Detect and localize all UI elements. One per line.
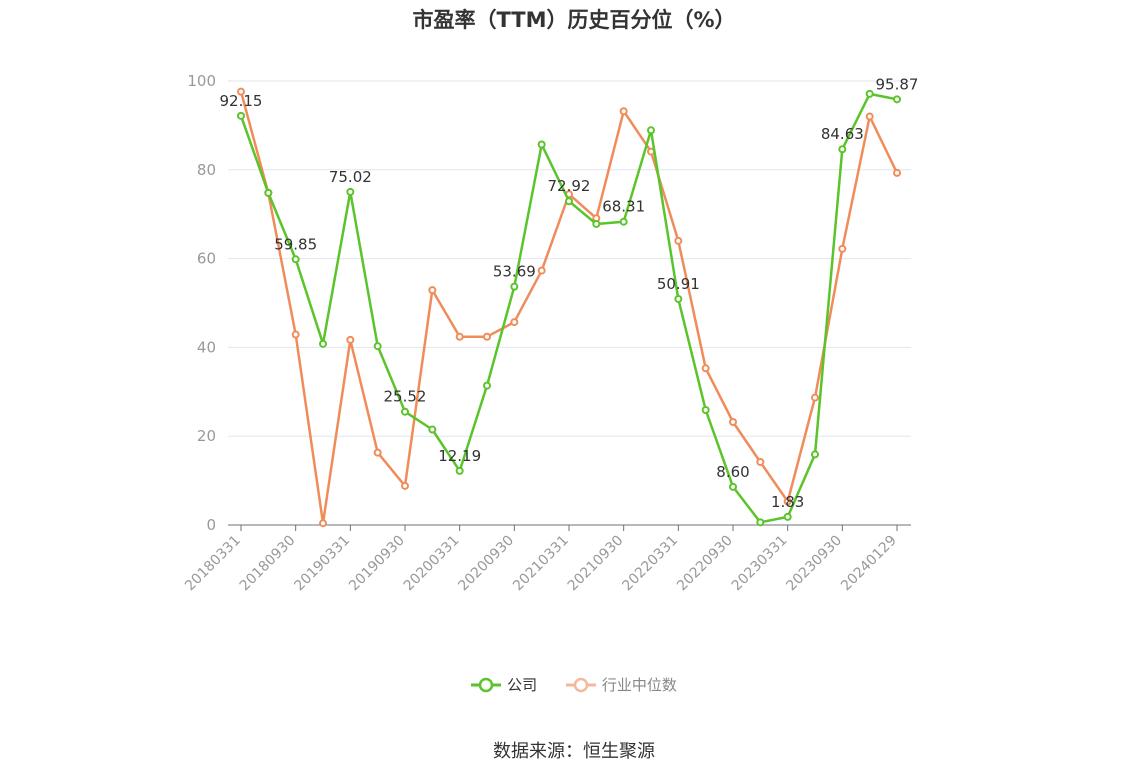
legend-label-company: 公司: [507, 676, 538, 694]
data-label: 50.91: [657, 275, 700, 293]
data-point-company[interactable]: [783, 512, 792, 521]
x-tick-label: 20200930: [455, 533, 517, 595]
y-tick-label: 20: [197, 427, 216, 445]
data-label: 92.15: [220, 92, 263, 110]
data-point-company[interactable]: [701, 406, 710, 415]
x-tick-label: 20210331: [510, 533, 572, 595]
data-point-industry[interactable]: [237, 87, 245, 96]
data-point-industry[interactable]: [674, 236, 683, 245]
grid-lines: [228, 80, 911, 437]
x-tick-label: 20220930: [674, 533, 736, 595]
data-point-company[interactable]: [264, 188, 273, 197]
data-point-company[interactable]: [291, 255, 300, 264]
data-point-company[interactable]: [592, 219, 601, 228]
data-point-industry[interactable]: [756, 457, 765, 466]
data-point-company[interactable]: [510, 282, 519, 291]
x-tick-label: 20190930: [346, 533, 408, 595]
data-label: 72.92: [548, 177, 591, 195]
data-point-industry[interactable]: [373, 448, 382, 457]
data-label: 25.52: [384, 388, 427, 406]
data-point-company[interactable]: [811, 450, 819, 459]
data-point-industry[interactable]: [619, 107, 628, 116]
data-point-industry[interactable]: [783, 497, 792, 506]
data-point-industry[interactable]: [865, 112, 874, 121]
chart-title: 市盈率（TTM）历史百分位（%）: [412, 8, 736, 32]
data-point-industry[interactable]: [701, 364, 710, 373]
data-point-company[interactable]: [346, 187, 355, 196]
x-tick-label: 20190331: [291, 533, 353, 595]
data-point-company[interactable]: [565, 197, 573, 206]
legend-item-industry[interactable]: 行业中位数: [565, 674, 677, 695]
data-label: 59.85: [274, 235, 317, 253]
data-point-company[interactable]: [401, 407, 409, 416]
series-line-industry: [239, 91, 899, 525]
x-tick-label: 20210930: [565, 533, 627, 595]
data-point-company[interactable]: [674, 294, 683, 303]
data-labels: 92.15 59.85 75.02 25.52 12.19 53.69 72.92 68.31…: [220, 75, 919, 511]
data-point-industry[interactable]: [401, 481, 409, 490]
x-tick-label: 20180331: [182, 533, 244, 595]
data-point-industry[interactable]: [537, 266, 546, 275]
data-label: 12.19: [438, 447, 481, 465]
data-point-industry[interactable]: [729, 417, 737, 426]
data-label: 68.31: [602, 198, 645, 216]
x-tick-label: 20230331: [729, 533, 791, 595]
data-point-company[interactable]: [428, 425, 437, 434]
data-point-company[interactable]: [319, 339, 327, 348]
data-point-industry[interactable]: [893, 168, 901, 177]
data-point-company[interactable]: [729, 482, 737, 491]
data-point-company[interactable]: [756, 518, 765, 527]
legend-item-company[interactable]: 公司: [471, 674, 537, 695]
y-tick-label: 60: [197, 250, 216, 268]
series-lines: [237, 87, 901, 528]
data-point-industry[interactable]: [291, 330, 300, 339]
data-point-industry[interactable]: [346, 335, 355, 344]
data-source-note: 数据来源：恒生聚源: [493, 741, 655, 762]
legend-swatch-industry: [565, 677, 596, 692]
x-axis: 2018033120180930201903312019093020200331…: [182, 524, 911, 595]
data-label: 75.02: [329, 168, 372, 186]
x-tick-label: 20180930: [237, 533, 299, 595]
data-label: 1.83: [771, 493, 804, 511]
x-tick-label: 20200331: [401, 533, 463, 595]
data-point-industry[interactable]: [483, 332, 491, 341]
x-tick-label: 20240129: [838, 533, 900, 595]
data-point-industry[interactable]: [510, 318, 519, 327]
data-label: 84.63: [821, 125, 864, 143]
data-label: 53.69: [493, 263, 536, 281]
data-point-company[interactable]: [237, 111, 245, 120]
legend-swatch-company: [471, 677, 502, 692]
y-tick-label: 80: [197, 161, 216, 179]
y-axis: 0 20 40 60 80 100: [187, 72, 216, 534]
data-point-industry[interactable]: [428, 286, 437, 295]
y-tick-label: 40: [197, 338, 216, 356]
legend: 公司 行业中位数: [0, 674, 1148, 697]
data-point-company[interactable]: [537, 140, 546, 149]
data-point-company[interactable]: [893, 95, 901, 104]
data-point-company[interactable]: [373, 342, 382, 351]
legend-label-industry: 行业中位数: [601, 676, 677, 694]
y-tick-label: 100: [187, 72, 216, 90]
data-point-company[interactable]: [455, 466, 464, 475]
data-label: 8.60: [716, 463, 749, 481]
x-tick-label: 20230930: [783, 533, 845, 595]
data-point-company[interactable]: [838, 145, 847, 154]
y-tick-label: 0: [206, 516, 216, 534]
x-tick-label: 20220331: [619, 533, 681, 595]
data-point-company[interactable]: [865, 89, 874, 98]
data-label: 95.87: [876, 75, 919, 93]
data-point-company[interactable]: [619, 217, 628, 226]
data-point-industry[interactable]: [811, 393, 819, 402]
data-point-industry[interactable]: [455, 332, 464, 341]
data-point-company[interactable]: [647, 126, 655, 135]
data-point-industry[interactable]: [319, 519, 327, 528]
data-point-company[interactable]: [483, 381, 491, 390]
data-point-industry[interactable]: [838, 244, 847, 253]
